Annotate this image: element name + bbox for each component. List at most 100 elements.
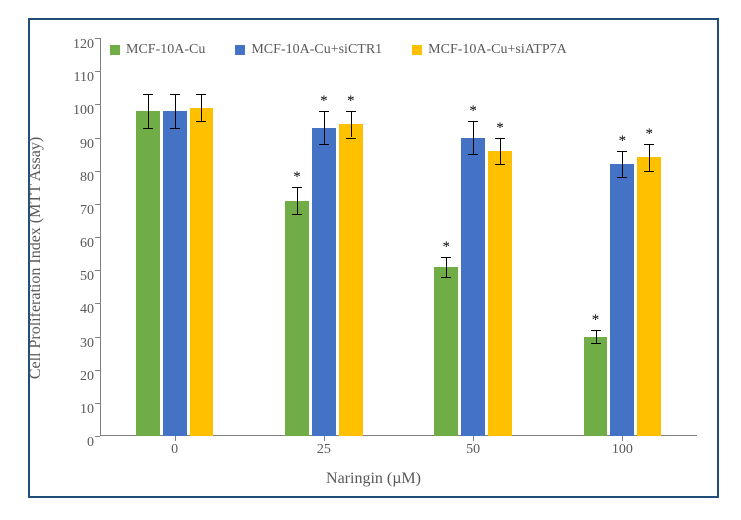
error-cap [644, 171, 654, 172]
y-tick-label: 120 [54, 37, 94, 53]
error-cap [441, 277, 451, 278]
error-cap [468, 154, 478, 155]
error-cap [346, 138, 356, 139]
y-tick-label: 60 [54, 236, 94, 252]
y-tick [95, 436, 100, 437]
bar [488, 151, 512, 436]
bar [136, 111, 160, 436]
error-cap [292, 214, 302, 215]
y-tick-label: 90 [54, 137, 94, 153]
bar [312, 128, 336, 436]
y-tick [95, 237, 100, 238]
significance-marker: * [469, 103, 477, 120]
y-tick-label: 100 [54, 103, 94, 119]
x-tick-label: 25 [317, 442, 331, 458]
y-axis-line [100, 38, 101, 436]
legend-item: MCF-10A-Cu [110, 42, 205, 58]
legend-item: MCF-10A-Cu+siCTR1 [235, 42, 382, 58]
x-tick [175, 436, 176, 441]
significance-marker: * [347, 93, 355, 110]
y-tick-label: 70 [54, 203, 94, 219]
bar [610, 164, 634, 436]
error-bar [148, 94, 149, 127]
error-bar [473, 121, 474, 154]
error-bar [175, 94, 176, 127]
error-bar [446, 257, 447, 277]
x-tick [324, 436, 325, 441]
y-tick [95, 337, 100, 338]
figure-container: Cell Proliferation Index (MTT Assay) Nar… [0, 0, 741, 520]
bar [461, 138, 485, 437]
error-bar [622, 151, 623, 178]
error-cap [441, 257, 451, 258]
bar [285, 201, 309, 436]
error-cap [644, 144, 654, 145]
bar [339, 124, 363, 436]
y-tick [95, 38, 100, 39]
bar [637, 157, 661, 436]
significance-marker: * [320, 93, 328, 110]
y-tick [95, 71, 100, 72]
significance-marker: * [496, 120, 504, 137]
y-tick [95, 303, 100, 304]
legend-item: MCF-10A-Cu+siATP7A [412, 42, 567, 58]
error-cap [170, 94, 180, 95]
error-cap [495, 138, 505, 139]
error-cap [196, 94, 206, 95]
error-cap [591, 343, 601, 344]
error-cap [292, 187, 302, 188]
error-bar [201, 94, 202, 121]
error-bar [324, 111, 325, 144]
y-tick [95, 104, 100, 105]
error-bar [297, 187, 298, 214]
x-axis-title: Naringin (µM) [326, 470, 421, 488]
y-tick [95, 204, 100, 205]
error-cap [319, 144, 329, 145]
error-bar [596, 330, 597, 343]
y-tick-label: 50 [54, 269, 94, 285]
error-cap [170, 128, 180, 129]
significance-marker: * [645, 126, 653, 143]
x-tick-label: 100 [612, 442, 633, 458]
legend: MCF-10A-Cu MCF-10A-Cu+siCTR1 MCF-10A-Cu+… [110, 42, 567, 58]
error-cap [468, 121, 478, 122]
y-tick-label: 80 [54, 170, 94, 186]
legend-label: MCF-10A-Cu+siATP7A [428, 42, 567, 58]
x-tick [622, 436, 623, 441]
error-cap [143, 94, 153, 95]
significance-marker: * [293, 169, 301, 186]
y-axis-title: Cell Proliferation Index (MTT Assay) [27, 137, 45, 379]
bar [190, 108, 214, 436]
bar [584, 337, 608, 437]
error-cap [617, 151, 627, 152]
error-cap [346, 111, 356, 112]
error-cap [319, 111, 329, 112]
error-cap [617, 177, 627, 178]
bar [434, 267, 458, 436]
error-cap [196, 121, 206, 122]
error-bar [500, 138, 501, 165]
y-tick-label: 20 [54, 369, 94, 385]
y-tick-label: 40 [54, 302, 94, 318]
significance-marker: * [619, 133, 627, 150]
y-tick [95, 138, 100, 139]
y-tick [95, 403, 100, 404]
significance-marker: * [592, 312, 600, 329]
x-tick [473, 436, 474, 441]
error-bar [649, 144, 650, 171]
error-bar [351, 111, 352, 138]
bar [163, 111, 187, 436]
y-tick-label: 10 [54, 402, 94, 418]
legend-label: MCF-10A-Cu+siCTR1 [251, 42, 382, 58]
error-cap [591, 330, 601, 331]
legend-swatch [235, 45, 245, 55]
chart-frame: Cell Proliferation Index (MTT Assay) Nar… [28, 18, 719, 498]
y-tick-label: 30 [54, 336, 94, 352]
y-tick-label: 110 [54, 70, 94, 86]
y-tick [95, 270, 100, 271]
plot-area: MCF-10A-Cu MCF-10A-Cu+siCTR1 MCF-10A-Cu+… [100, 38, 697, 436]
legend-swatch [412, 45, 422, 55]
legend-swatch [110, 45, 120, 55]
legend-label: MCF-10A-Cu [126, 42, 205, 58]
y-tick-label: 0 [54, 435, 94, 451]
